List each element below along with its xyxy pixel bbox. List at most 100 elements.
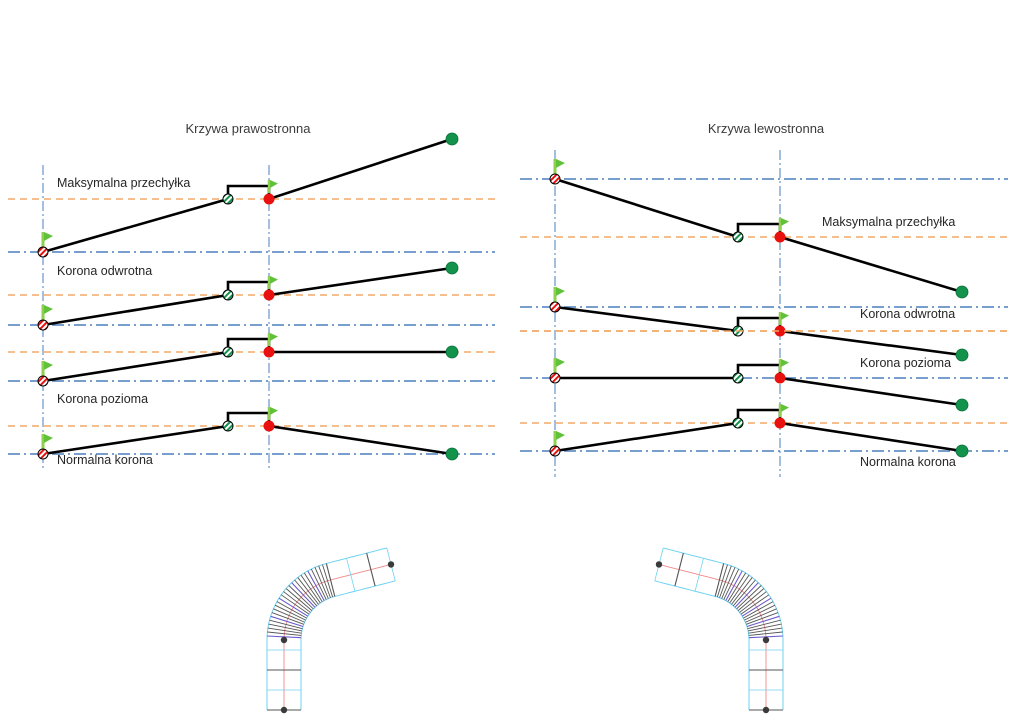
plan-tie [748,631,783,636]
cant-begin-marker-icon [732,417,744,429]
row-label-left-hand-curve-0: Maksymalna przechyłka [822,215,956,229]
plan-tie [274,604,306,621]
plan-tie [268,623,303,632]
plan-node-marker-2 [387,561,395,568]
start-marker [549,159,565,185]
plan-tie [746,612,779,625]
end-point-icon [955,285,969,299]
cant-end-marker [774,218,789,243]
cant-begin-marker-icon [222,420,234,432]
row-right-hand-curve-2 [8,333,495,387]
flag-icon [270,407,278,415]
end-point-icon [445,447,459,461]
end-point-icon [955,444,969,458]
track-plan-right-hand [266,547,396,714]
row-label-right-hand-curve-3: Normalna korona [57,453,153,467]
red-dot-icon [774,372,786,384]
row-label-left-hand-curve-3: Normalna korona [860,455,956,469]
row-label-right-hand-curve-2: Korona pozioma [57,392,149,406]
plan-tie [737,588,765,611]
flag-icon [270,180,278,188]
plan-tie [276,601,307,619]
row-left-hand-curve-3 [520,404,1008,458]
plan-tie [280,594,310,615]
plan-tie [739,591,767,613]
plan-tie [322,564,334,598]
cant-profile-line [554,408,963,453]
cant-profile-line [42,266,453,327]
panel-right-hand-curve [8,132,495,470]
plan-node-marker-0 [280,706,288,714]
plan-tie [271,612,304,625]
panel-title-left-hand-curve: Krzywa lewostronna [707,121,825,136]
cant-end-marker [263,276,278,301]
plan-tie [729,574,750,604]
plan-tie [283,591,311,613]
plan-node-marker-1 [762,636,770,644]
plan-tie [294,579,318,607]
plan-tie [727,572,747,603]
flag-icon [44,305,53,314]
plan-tie [744,604,776,621]
flag-icon [781,359,789,367]
cant-end-marker [774,404,789,429]
start-marker [549,287,565,313]
panel-title-right-hand-curve: Krzywa prawostronna [185,121,311,136]
plan-tie [741,597,772,617]
row-label-right-hand-curve-1: Korona odwrotna [57,264,153,278]
cant-end-marker [774,312,789,337]
end-point-icon [955,348,969,362]
start-point-icon [37,319,49,331]
plan-tie [366,552,376,587]
plan-tie [725,570,743,601]
flag-icon [44,232,53,241]
row-left-hand-curve-0 [520,159,1008,299]
red-dot-icon [774,325,786,337]
cant-profile-line [42,137,453,254]
row-left-hand-curve-2 [520,330,1008,412]
red-dot-icon [774,231,786,243]
plan-tie [745,608,777,623]
plan-tie [746,615,780,628]
flag-icon [270,276,278,284]
flag-icon [44,361,53,370]
plan-tie [291,582,316,608]
cant-begin-marker-icon [732,372,744,384]
red-dot-icon [263,420,275,432]
start-marker [37,361,53,387]
row-label-right-hand-curve-0: Maksymalna przechyłka [57,176,191,190]
plan-tie [736,585,762,610]
plan-tie [346,558,356,592]
plan-tie [310,568,327,600]
row-label-left-hand-curve-2: Korona pozioma [860,356,952,370]
track-plans-group [266,547,784,714]
cant-end-marker [263,407,278,432]
flag-icon [556,159,565,168]
plan-tie [719,565,732,598]
plan-tie [314,567,329,599]
cant-end-marker [774,359,789,384]
end-point-icon [445,132,459,146]
plan-tie [740,594,770,615]
cant-profile-line [554,177,963,294]
track-plan-left-hand [654,547,784,714]
plan-node-marker-1 [280,636,288,644]
red-dot-icon [263,289,275,301]
cant-profile-line [555,363,963,407]
plan-tie [747,623,782,632]
start-point-icon [549,372,561,384]
plan-tie [694,558,704,592]
plan-tie [269,619,303,630]
end-point-icon [955,398,969,412]
start-marker [37,305,53,331]
cant-begin-marker-icon [222,289,234,301]
flag-icon [270,333,278,341]
plan-rail-edge-1 [300,580,396,710]
plan-tie [267,631,302,636]
start-marker [37,434,53,460]
cant-profile-line [554,305,963,357]
plan-tie [721,567,736,599]
plan-tie [307,570,325,601]
end-point-icon [445,261,459,275]
